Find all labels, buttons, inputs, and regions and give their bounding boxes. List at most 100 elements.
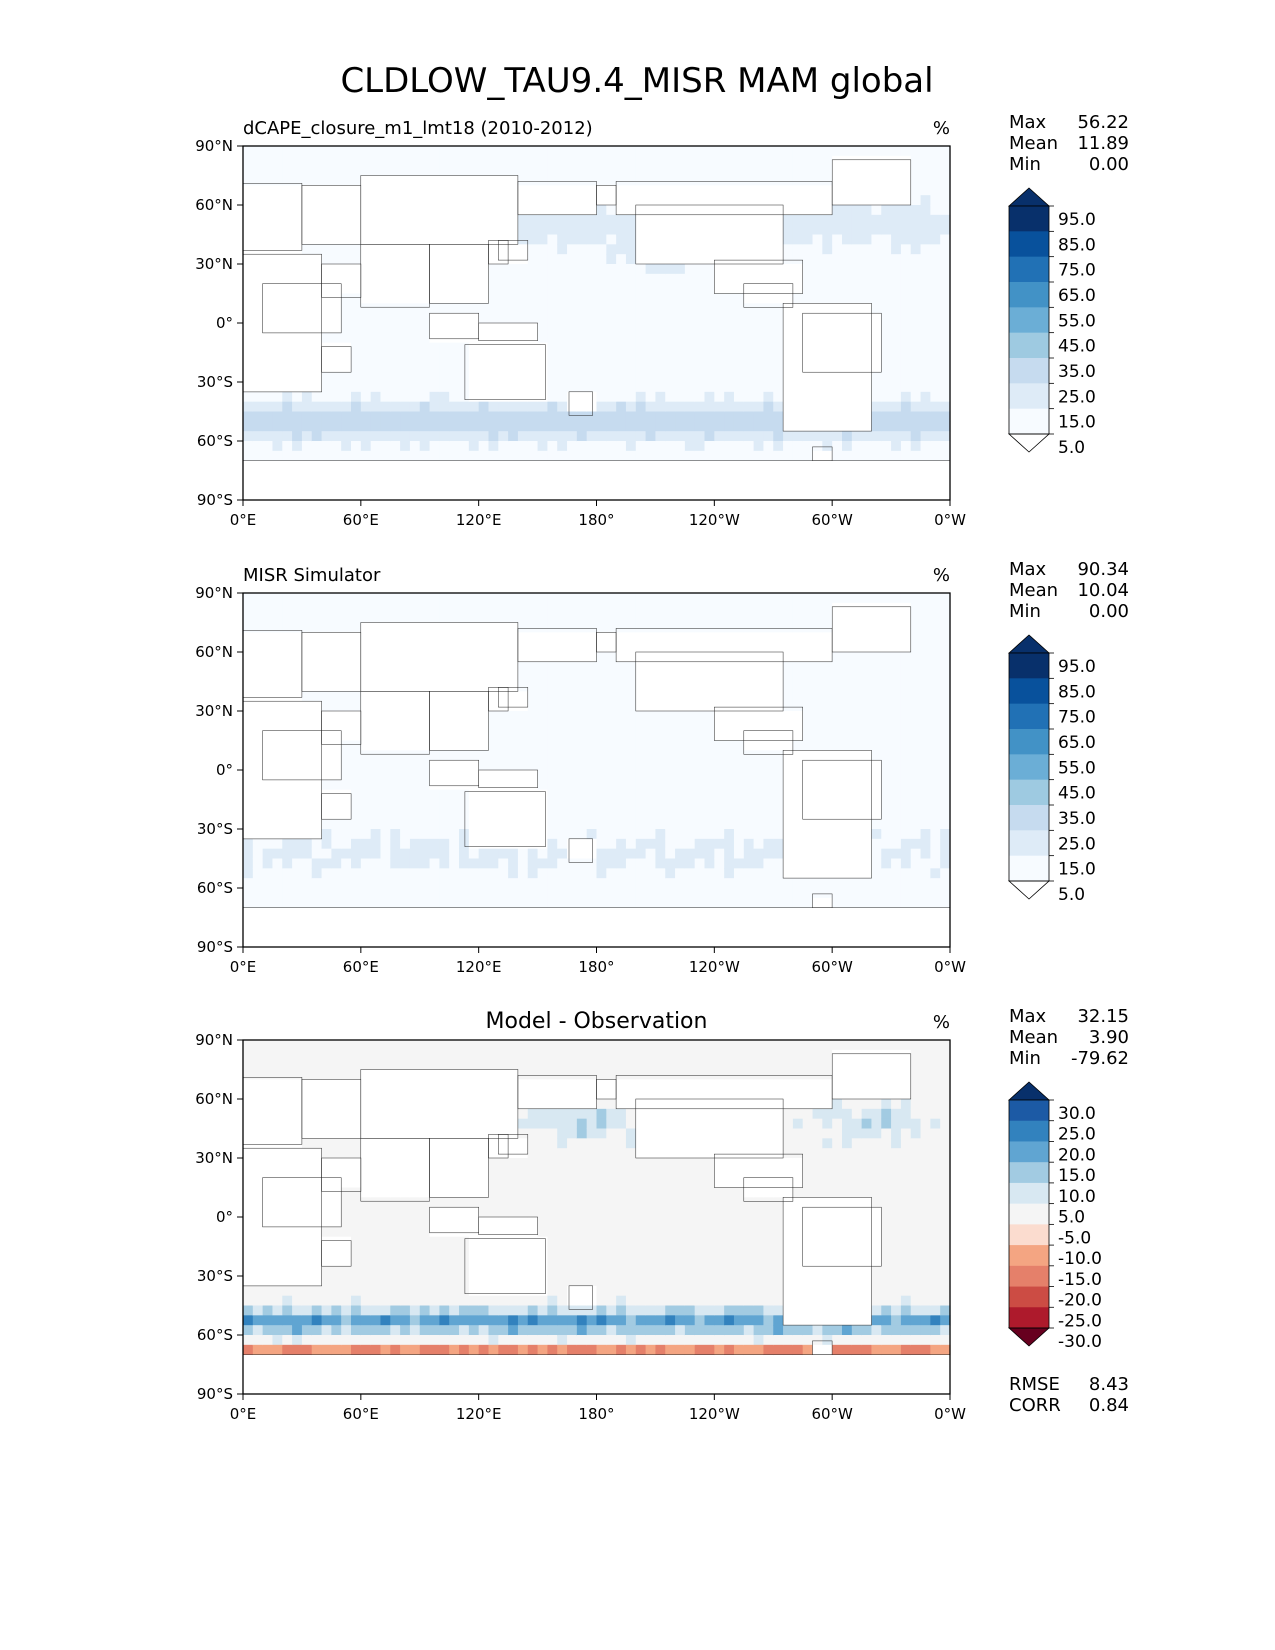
heat-cell (370, 450, 382, 462)
heat-cell (881, 441, 892, 452)
land-cell (635, 244, 647, 255)
land-cell (360, 632, 372, 643)
land-cell (468, 770, 480, 781)
land-cell (851, 411, 863, 422)
heat-cell (665, 622, 676, 633)
land-cell (616, 917, 627, 928)
heat-cell (645, 273, 657, 285)
heat-cell (576, 234, 588, 245)
heat-cell (694, 868, 706, 879)
heat-cell (920, 372, 931, 383)
heat-cell (262, 401, 274, 413)
land-cell (508, 460, 519, 472)
heat-cell (390, 799, 401, 810)
land-cell (468, 907, 480, 919)
land-cell (252, 293, 264, 304)
heat-cell (488, 730, 499, 742)
heat-cell (616, 244, 627, 255)
land-cell (606, 927, 617, 938)
land-cell (370, 622, 382, 633)
heat-cell (449, 593, 460, 604)
land-cell (792, 303, 804, 314)
heat-cell (635, 175, 647, 186)
heat-cell (606, 450, 617, 462)
heat-cell (547, 441, 558, 452)
land-cell (243, 273, 254, 285)
heat-cell (635, 155, 647, 167)
heat-cell (419, 838, 431, 850)
heat-cell (547, 264, 558, 275)
heat-cell (517, 858, 529, 869)
land-cell (832, 342, 843, 354)
heat-cell (537, 254, 548, 265)
land-cell (468, 352, 480, 363)
land-cell (537, 391, 548, 403)
land-cell (331, 460, 342, 472)
land-cell (282, 313, 293, 324)
land-cell (861, 632, 873, 643)
heat-cell (743, 421, 755, 432)
colorbar-swatch (1009, 307, 1049, 334)
land-cell (596, 642, 607, 653)
land-cell (400, 234, 411, 245)
heat-cell (802, 622, 814, 633)
heat-cell (586, 701, 598, 712)
land-cell (449, 293, 460, 304)
land-cell (547, 907, 558, 919)
heat-cell (625, 789, 637, 801)
heat-cell (537, 273, 548, 285)
heat-cell (243, 868, 254, 879)
heat-cell (763, 799, 774, 810)
land-cell (537, 490, 548, 501)
land-cell (586, 848, 598, 860)
heat-cell (351, 372, 362, 383)
land-cell (390, 740, 401, 751)
land-cell (262, 819, 274, 830)
land-cell (292, 789, 303, 801)
land-cell (370, 917, 382, 928)
land-cell (301, 303, 313, 314)
heat-cell (586, 293, 598, 304)
heat-cell (841, 740, 853, 751)
land-cell (409, 214, 421, 226)
heat-cell (557, 421, 568, 432)
land-cell (498, 490, 509, 501)
land-cell (468, 470, 480, 481)
heat-cell (812, 244, 823, 255)
heat-cell (773, 819, 784, 830)
land-cell (243, 332, 254, 344)
heat-cell (321, 391, 332, 403)
heat-cell (508, 293, 519, 304)
heat-cell (625, 868, 637, 879)
heat-cell (360, 779, 372, 791)
land-cell (822, 829, 833, 840)
land-cell (792, 283, 804, 295)
heat-cell (547, 779, 558, 791)
heat-cell (488, 264, 499, 275)
heat-cell (449, 897, 460, 909)
land-cell (341, 460, 352, 472)
land-cell (812, 848, 823, 860)
heat-cell (557, 868, 568, 879)
land-cell (665, 244, 676, 255)
heat-cell (675, 293, 686, 304)
land-cell (822, 838, 833, 850)
heat-cell (910, 313, 922, 324)
heat-cell (360, 411, 372, 422)
land-cell (635, 490, 647, 501)
heat-cell (616, 303, 627, 314)
heat-cell (360, 155, 372, 167)
land-cell (282, 224, 293, 236)
heat-cell (409, 155, 421, 167)
heat-cell (625, 809, 637, 820)
heat-cell (675, 799, 686, 810)
land-cell (694, 652, 706, 663)
land-cell (292, 681, 303, 692)
heat-cell (508, 313, 519, 324)
heat-cell (537, 711, 548, 722)
heat-cell (694, 858, 706, 869)
land-cell (625, 185, 637, 196)
land-cell (753, 273, 765, 285)
land-cell (792, 858, 804, 869)
heat-cell (292, 612, 303, 624)
